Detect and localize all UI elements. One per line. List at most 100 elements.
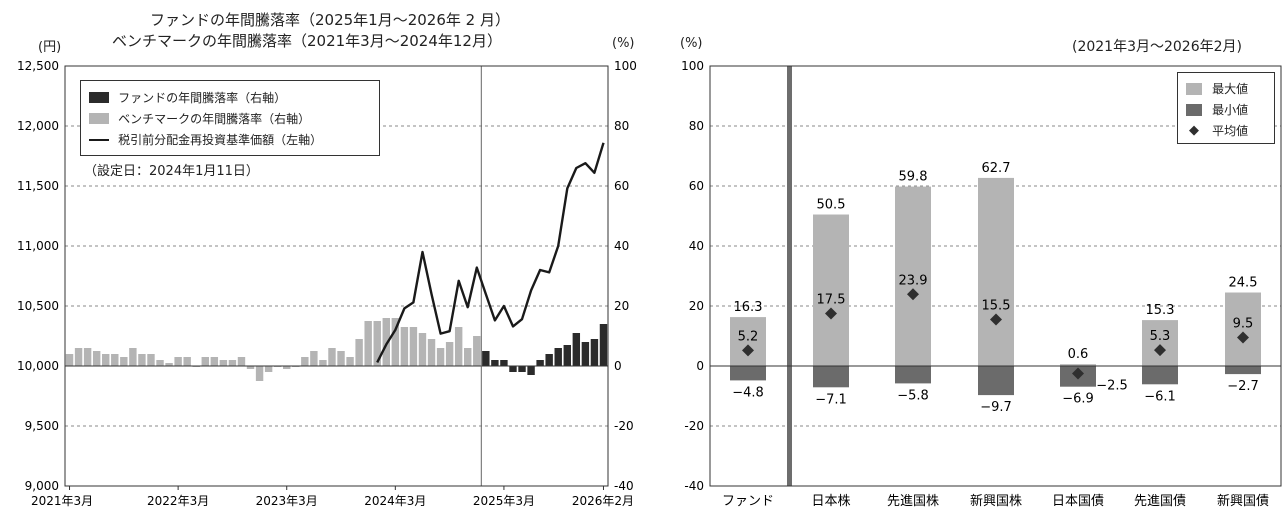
fund-bar [581, 342, 590, 366]
y-tick-label: -40 [684, 479, 704, 493]
max-bar [813, 214, 849, 366]
min-value-label: −7.1 [815, 392, 847, 407]
benchmark-bar [74, 348, 83, 366]
legend-swatch-benchmark [89, 113, 109, 124]
left-axis-tick-label: 10,500 [17, 299, 59, 313]
right-axis-tick-label: -40 [614, 479, 634, 493]
left-axis-tick-label: 9,500 [25, 419, 59, 433]
fund-bar [554, 348, 562, 366]
left-axis-unit: (円) [38, 40, 62, 55]
fund-bar [563, 345, 571, 366]
benchmark-bar [364, 321, 372, 366]
min-bar [978, 366, 1014, 396]
benchmark-bar [255, 366, 264, 381]
right-axis-unit: (%) [612, 36, 635, 51]
avg-marker [825, 307, 837, 320]
benchmark-bar [219, 360, 228, 366]
fund-bar [482, 351, 490, 366]
max-value-label: 59.8 [899, 170, 928, 185]
min-bar [895, 366, 931, 384]
min-value-label: −4.8 [732, 385, 764, 400]
x-tick-label: 2024年3月 [364, 494, 426, 508]
legend-max: 最大値 [1186, 78, 1248, 97]
benchmark-bar [464, 348, 472, 366]
benchmark-bar [328, 348, 336, 366]
right-axis-tick-label: 40 [614, 239, 629, 253]
setup-date-note: （設定日：2024年1月11日） [84, 164, 259, 179]
fund-bar [527, 366, 535, 375]
x-tick-label: 2025年3月 [473, 494, 535, 508]
legend-nav-line: 税引前分配金再投資基準価額（左軸） [89, 129, 322, 147]
x-tick-label: 2021年3月 [31, 494, 93, 508]
benchmark-bar [473, 336, 481, 366]
min-bar [730, 366, 766, 381]
min-value-label: −6.9 [1062, 392, 1094, 407]
left-axis-tick-label: 12,500 [17, 59, 59, 73]
benchmark-bar [400, 327, 409, 366]
legend-swatch-min [1186, 103, 1202, 116]
category-label: ファンド [722, 494, 774, 509]
legend-label-avg: 平均値 [1212, 124, 1249, 138]
right-axis-tick-label: 60 [614, 179, 629, 193]
legend-swatch-nav [89, 138, 109, 141]
min-value-label: −2.7 [1227, 379, 1259, 394]
left-chart-title-line2: ベンチマークの年間騰落率（2021年3月～2024年12月） [112, 32, 502, 50]
benchmark-bar [183, 357, 191, 366]
legend-label-benchmark: ベンチマークの年間騰落率（右軸） [118, 112, 311, 126]
max-value-label: 62.7 [982, 161, 1011, 176]
left-axis-tick-label: 12,000 [17, 119, 59, 133]
max-value-label: 24.5 [1229, 276, 1258, 291]
avg-value-label: 15.5 [982, 299, 1011, 314]
benchmark-bar [210, 357, 219, 366]
left-axis-tick-label: 11,000 [17, 239, 59, 253]
benchmark-bar [237, 357, 246, 366]
max-bar [1060, 364, 1096, 366]
max-value-label: 50.5 [817, 198, 846, 213]
left-legend: ファンドの年間騰落率（右軸） ベンチマークの年間騰落率（右軸） 税引前分配金再投… [80, 80, 380, 156]
category-separator [787, 66, 792, 486]
category-label: 日本株 [811, 494, 850, 509]
benchmark-bar [102, 354, 110, 366]
legend-swatch-fund [89, 92, 109, 103]
y-tick-label: 40 [689, 239, 704, 253]
right-axis-tick-label: 20 [614, 299, 629, 313]
fund-bar [536, 360, 544, 366]
benchmark-bar [83, 348, 92, 366]
avg-value-label: 5.3 [1150, 329, 1171, 344]
category-label: 新興国債 [1217, 493, 1269, 509]
left-chart-title-line1: ファンドの年間騰落率（2025年1月～2026年 2 月） [150, 11, 510, 29]
fund-bar [509, 366, 517, 372]
x-tick-label: 2023年3月 [256, 494, 318, 508]
max-value-label: 0.6 [1068, 347, 1089, 362]
benchmark-bar [165, 363, 173, 366]
category-label: 新興国株 [970, 493, 1022, 509]
legend-fund-bar: ファンドの年間騰落率（右軸） [89, 87, 286, 105]
avg-marker [1072, 367, 1084, 380]
right-chart-unit: (%) [680, 36, 703, 51]
fund-bar [518, 366, 526, 372]
benchmark-bar [147, 354, 155, 366]
avg-marker [1154, 344, 1166, 357]
avg-marker [990, 313, 1002, 326]
benchmark-bar [264, 366, 273, 372]
legend-diamond-icon: ◆ [1189, 123, 1199, 138]
max-bar [1142, 320, 1178, 366]
benchmark-bar [310, 351, 318, 366]
fund-bar [545, 354, 553, 366]
max-value-label: 16.3 [734, 300, 763, 315]
benchmark-bar [228, 360, 237, 366]
benchmark-bar [346, 357, 354, 366]
legend-benchmark-bar: ベンチマークの年間騰落率（右軸） [89, 108, 310, 126]
right-axis-tick-label: 80 [614, 119, 629, 133]
fund-bar [500, 360, 508, 366]
benchmark-bar [409, 327, 418, 366]
avg-value-label: 23.9 [899, 273, 928, 288]
min-bar [813, 366, 849, 388]
legend-avg: ◆ 平均値 [1186, 120, 1248, 139]
benchmark-bar [174, 357, 182, 366]
max-value-label: 15.3 [1146, 303, 1175, 318]
left-axis-tick-label: 11,500 [17, 179, 59, 193]
y-tick-label: 60 [689, 179, 704, 193]
avg-marker [907, 288, 919, 301]
